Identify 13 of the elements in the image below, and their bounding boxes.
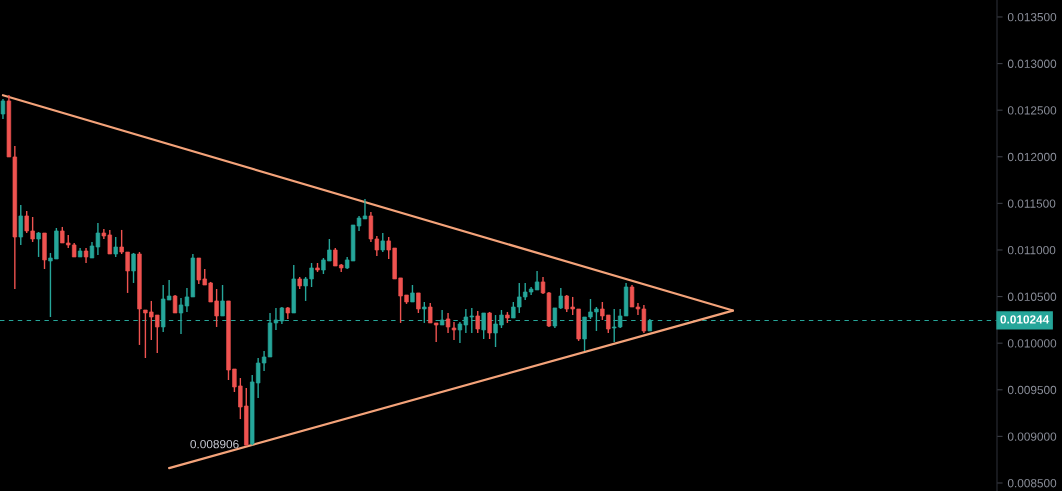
y-tick-label: 0.009000 xyxy=(1007,432,1057,441)
y-tick-label: 0.013000 xyxy=(1007,59,1057,68)
y-tick-label: 0.010000 xyxy=(1007,339,1057,348)
y-tick-label: 0.012000 xyxy=(1007,152,1057,162)
y-tick-label: 0.012500 xyxy=(1007,106,1057,115)
annotation: 0.008906 xyxy=(190,439,239,449)
ref-line-label: 0.010244 xyxy=(1000,315,1050,324)
y-tick-label: 0.013500 xyxy=(1007,13,1057,22)
y-tick-label: 0.011000 xyxy=(1007,246,1056,255)
y-tick-label: 0.008500 xyxy=(1007,479,1057,488)
y-tick-label: 0.009500 xyxy=(1007,385,1057,395)
y-tick-label: 0.010500 xyxy=(1007,292,1057,301)
y-tick-label: 0.011500 xyxy=(1007,199,1056,208)
